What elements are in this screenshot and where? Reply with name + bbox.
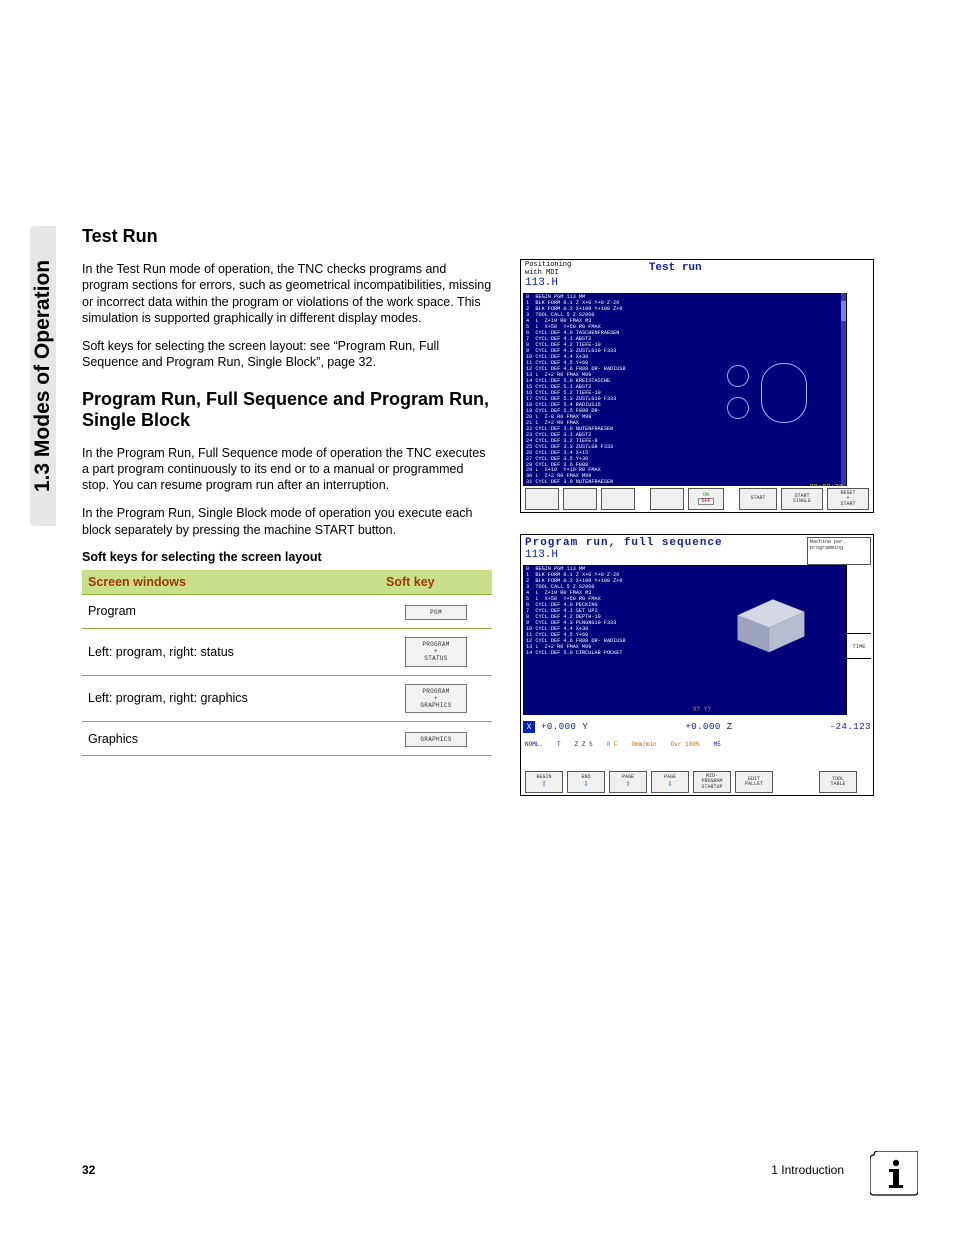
- table-row: Program PGM: [82, 594, 492, 628]
- geometry-slot-icon: [761, 363, 807, 423]
- coord-y: +0.000: [685, 722, 720, 732]
- softkey-text: GRAPHICS: [409, 736, 463, 743]
- softkey-reset-start[interactable]: RESET + START: [827, 488, 869, 510]
- th-soft-key: Soft key: [380, 570, 492, 595]
- scrollbar-thumb[interactable]: [841, 301, 846, 321]
- para-softkeys-heading: Soft keys for selecting the screen layou…: [82, 550, 492, 564]
- para-test-run-2: Soft keys for selecting the screen layou…: [82, 338, 492, 371]
- softkey-blank[interactable]: [650, 488, 684, 510]
- softkey-begin[interactable]: BEGIN ⇧: [525, 771, 563, 793]
- section-tab-label: 1.3 Modes of Operation: [31, 260, 55, 492]
- softkey-text: SINGLE: [793, 499, 811, 504]
- screenshot-program-run: Program run, full sequence Machine par. …: [520, 534, 874, 796]
- shot1-softkey-row: ON OFF START START SINGLE RESET + START: [521, 486, 873, 512]
- arrow-up-icon: ⇧: [541, 780, 546, 789]
- heading-program-run: Program Run, Full Sequence and Program R…: [82, 389, 492, 431]
- softkey-program-graphics[interactable]: PROGRAM + GRAPHICS: [405, 684, 467, 714]
- para-program-run-1: In the Program Run, Full Sequence mode o…: [82, 445, 492, 494]
- softkey-text: TABLE: [830, 782, 845, 787]
- shot1-program-name: 113.H: [521, 277, 873, 291]
- para-test-run-1: In the Test Run mode of operation, the T…: [82, 261, 492, 326]
- arrow-down-icon: ⇩: [583, 780, 588, 789]
- table-row: Graphics GRAPHICS: [82, 722, 492, 756]
- status-zzs: Z Z S: [575, 741, 593, 748]
- geometry-isoblock-icon: [719, 589, 809, 659]
- softkey-mid-program-startup[interactable]: MID- PROGRAM STARTUP: [693, 771, 731, 793]
- coordinate-bar: X +0.000 Y +0.000 Z -24.123: [521, 717, 873, 737]
- status-line: NOML. T Z Z S 0 F 0mm/min Ovr 100% M5: [521, 737, 873, 751]
- heading-test-run: Test Run: [82, 226, 492, 247]
- section-tab: 1.3 Modes of Operation: [30, 226, 56, 526]
- shot2-axis-label: X? Y?: [693, 706, 711, 713]
- softkey-blank[interactable]: [563, 488, 597, 510]
- softkey-end[interactable]: END ⇩: [567, 771, 605, 793]
- softkey-pgm[interactable]: PGM: [405, 605, 467, 620]
- shot1-program-listing: 0 BEGIN PGM 113 MM 1 BLK FORM 0.1 Z X+0 …: [523, 293, 709, 493]
- status-m: M5: [713, 741, 720, 748]
- shot1-mode-label: Positioning with MDI: [525, 262, 649, 277]
- table-row: Left: program, right: status PROGRAM + S…: [82, 628, 492, 675]
- status-0f: 0 F: [607, 741, 618, 748]
- arrow-down-icon: ⇩: [667, 780, 672, 789]
- status-noml: NOML.: [525, 741, 543, 748]
- softkey-time[interactable]: TIME: [847, 633, 871, 659]
- shot2-graphics-panel: X? Y?: [689, 565, 846, 715]
- shot2-program-listing: 0 BEGIN PGM 113 MM 1 BLK FORM 0.1 Z X+0 …: [523, 565, 689, 715]
- main-content: Test Run In the Test Run mode of operati…: [82, 226, 492, 756]
- softkey-blank[interactable]: [525, 488, 559, 510]
- softkey-graphics[interactable]: GRAPHICS: [405, 732, 467, 747]
- shot1-graphics-panel: 00:02:33: [709, 293, 846, 493]
- softkey-edit-pallet[interactable]: EDIT PALLET: [735, 771, 773, 793]
- softkey-program-status[interactable]: PROGRAM + STATUS: [405, 637, 467, 667]
- shot1-sidebar: [846, 293, 871, 493]
- softkey-page-up[interactable]: PAGE ⇧: [609, 771, 647, 793]
- cell-label: Left: program, right: status: [82, 628, 380, 675]
- shot1-title: Test run: [649, 262, 869, 277]
- screenshot-test-run: Positioning with MDI Test run 113.H 0 BE…: [520, 259, 874, 513]
- geometry-circle-icon: [727, 397, 749, 419]
- geometry-circle-icon: [727, 365, 749, 387]
- cell-label: Graphics: [82, 722, 380, 756]
- off-label: OFF: [698, 498, 713, 505]
- status-t: T: [557, 741, 561, 748]
- softkey-on-off[interactable]: ON OFF: [688, 488, 724, 510]
- th-screen-windows: Screen windows: [82, 570, 380, 595]
- status-feedrate: 0mm/min: [631, 741, 656, 748]
- info-icon: [870, 1151, 918, 1199]
- shot2-machine-par-box: Machine par. programming: [807, 537, 871, 565]
- cell-label: Left: program, right: graphics: [82, 675, 380, 722]
- softkey-tool-table[interactable]: TOOL TABLE: [819, 771, 857, 793]
- softkey-text: PALLET: [745, 782, 763, 787]
- softkey-start[interactable]: START: [739, 488, 777, 510]
- softkey-text: START: [840, 502, 855, 507]
- coord-z: -24.123: [830, 722, 871, 732]
- softkey-text: PGM: [409, 609, 463, 616]
- arrow-up-icon: ⇧: [625, 780, 630, 789]
- softkey-blank[interactable]: [601, 488, 635, 510]
- axis-x-icon: X: [523, 721, 535, 733]
- table-row: Left: program, right: graphics PROGRAM +…: [82, 675, 492, 722]
- softkey-page-down[interactable]: PAGE ⇩: [651, 771, 689, 793]
- softkey-start-single[interactable]: START SINGLE: [781, 488, 823, 510]
- cell-label: Program: [82, 594, 380, 628]
- status-override: Ovr 100%: [671, 741, 700, 748]
- para-program-run-2: In the Program Run, Single Block mode of…: [82, 505, 492, 538]
- coord-x: +0.000: [541, 722, 576, 732]
- chapter-label: 1 Introduction: [771, 1163, 844, 1177]
- scrollbar[interactable]: [841, 293, 846, 493]
- page-number: 32: [82, 1163, 95, 1177]
- softkey-table: Screen windows Soft key Program PGM Left…: [82, 570, 492, 757]
- axis-y-label: Y: [582, 722, 588, 732]
- shot2-softkey-row: BEGIN ⇧ END ⇩ PAGE ⇧ PAGE ⇩ MID- PROGRAM…: [521, 769, 873, 795]
- axis-z-label: Z: [727, 722, 733, 732]
- softkey-text: START: [750, 496, 765, 501]
- shot2-sidebar: TIME: [846, 565, 871, 715]
- softkey-text: STARTUP: [701, 785, 722, 790]
